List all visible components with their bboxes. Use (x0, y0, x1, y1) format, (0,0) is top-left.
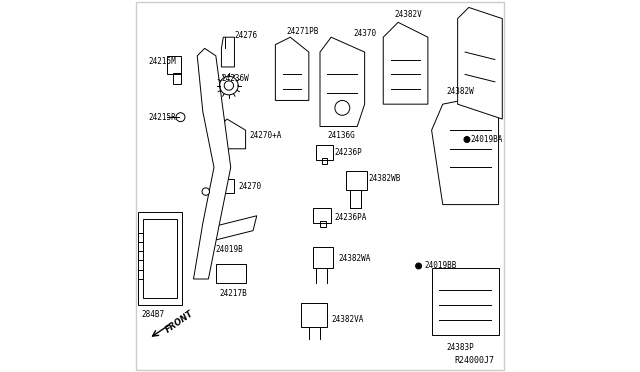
Text: 24019BA: 24019BA (470, 135, 503, 144)
Polygon shape (221, 37, 234, 67)
Polygon shape (216, 119, 246, 149)
Text: 24236P: 24236P (335, 148, 363, 157)
Polygon shape (431, 97, 499, 205)
Bar (138, 251, 143, 260)
Polygon shape (320, 37, 365, 126)
Text: 24276: 24276 (234, 31, 257, 40)
Bar (143, 219, 177, 298)
Text: 24382VA: 24382VA (331, 315, 364, 324)
Text: 24270: 24270 (238, 182, 261, 190)
Text: 24019B: 24019B (216, 245, 244, 254)
Text: 24236W: 24236W (221, 74, 249, 83)
Bar (431, 268, 499, 335)
Bar (173, 73, 180, 84)
Text: 24215M: 24215M (149, 57, 177, 66)
Bar (168, 56, 180, 74)
Text: 24236PA: 24236PA (335, 213, 367, 222)
Bar (138, 212, 182, 305)
Polygon shape (383, 22, 428, 104)
Bar (316, 145, 333, 160)
Text: 24270+A: 24270+A (250, 131, 282, 140)
Bar (322, 158, 328, 164)
Text: 24019BB: 24019BB (424, 262, 456, 270)
Text: 24370: 24370 (353, 29, 376, 38)
Circle shape (335, 100, 349, 115)
Bar (216, 179, 234, 193)
Text: 24215R: 24215R (149, 113, 177, 122)
Circle shape (176, 113, 185, 122)
Text: R24000J7: R24000J7 (455, 356, 495, 365)
Text: 284B7: 284B7 (141, 310, 164, 319)
Text: 24271PB: 24271PB (287, 27, 319, 36)
Polygon shape (193, 48, 231, 279)
Text: 24382W: 24382W (447, 87, 474, 96)
Text: 24217B: 24217B (220, 289, 247, 298)
Bar (138, 270, 143, 279)
Polygon shape (458, 7, 502, 119)
Bar (138, 232, 143, 242)
Circle shape (202, 188, 209, 195)
Polygon shape (275, 37, 309, 100)
Bar (301, 303, 328, 327)
Bar (312, 208, 331, 223)
Text: 24382WB: 24382WB (369, 174, 401, 183)
Bar (320, 221, 326, 227)
Bar (346, 171, 367, 190)
Text: FRONT: FRONT (164, 309, 195, 335)
Circle shape (415, 263, 422, 269)
Text: 24382WA: 24382WA (339, 254, 371, 263)
Bar (312, 247, 333, 268)
Circle shape (464, 137, 470, 142)
Text: 24136G: 24136G (328, 131, 355, 140)
Text: 24382V: 24382V (394, 10, 422, 19)
Bar (216, 264, 246, 283)
Polygon shape (209, 216, 257, 242)
Text: 24383P: 24383P (447, 343, 474, 352)
